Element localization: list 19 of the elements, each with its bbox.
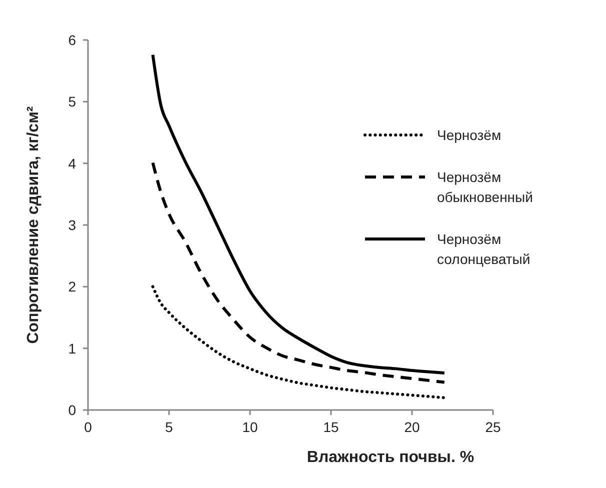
- y-tick-label: 2: [68, 278, 76, 295]
- y-axis-title: Сопротивление сдвига, кг/см²: [25, 106, 42, 344]
- y-tick-label: 6: [68, 32, 76, 48]
- y-tick-label: 0: [68, 402, 76, 418]
- legend-label: Чернозём обыкновенный: [437, 169, 533, 205]
- y-tick-label: 4: [68, 155, 76, 172]
- x-tick-label: 10: [242, 419, 258, 435]
- y-tick-label: 3: [68, 217, 76, 233]
- x-tick-label: 15: [323, 419, 339, 435]
- y-tick-label: 1: [68, 340, 76, 356]
- x-tick-label: 0: [84, 419, 92, 435]
- x-axis-title: Влажность почвы. %: [306, 449, 474, 466]
- x-tick-label: 5: [165, 419, 174, 435]
- x-tick-label: 25: [485, 419, 501, 435]
- legend-label: Чернозём солонцеватый: [437, 231, 530, 267]
- y-tick-label: 5: [68, 94, 76, 110]
- line-series: [151, 285, 446, 400]
- legend-label: Чернозём: [437, 127, 502, 143]
- x-tick-label: 20: [404, 419, 420, 435]
